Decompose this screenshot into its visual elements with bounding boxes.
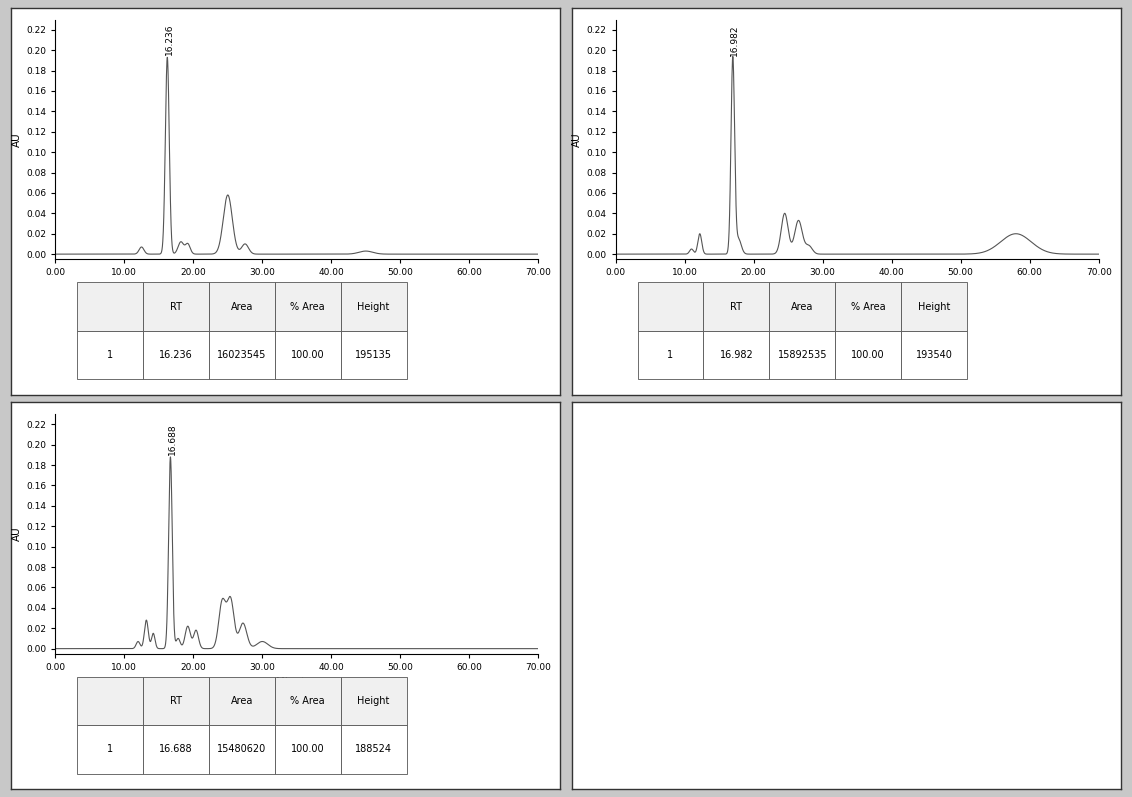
X-axis label: Minutes: Minutes bbox=[276, 283, 317, 292]
X-axis label: Minutes: Minutes bbox=[837, 283, 877, 292]
Y-axis label: AU: AU bbox=[12, 527, 22, 541]
Text: 16.688: 16.688 bbox=[168, 423, 177, 455]
X-axis label: Minutes: Minutes bbox=[276, 677, 317, 687]
Text: 16.982: 16.982 bbox=[730, 25, 739, 57]
Y-axis label: AU: AU bbox=[12, 132, 22, 147]
Y-axis label: AU: AU bbox=[573, 132, 582, 147]
Text: 16.236: 16.236 bbox=[165, 24, 174, 55]
